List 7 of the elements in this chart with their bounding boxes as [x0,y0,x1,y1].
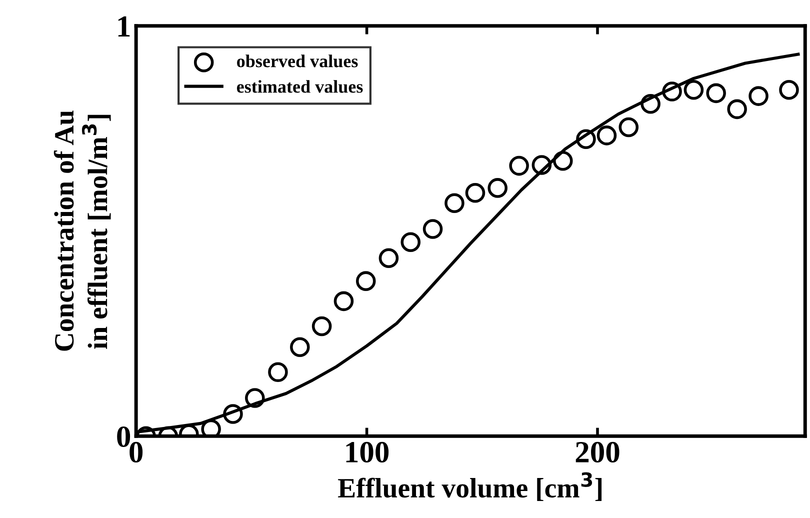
y-axis-title: Concentration of Au in effluent [mol/m$^{3}$] [54,110,111,351]
y-tick-label: 1 [118,16,130,36]
x-tick-label: 200 [576,442,620,463]
x-tick-label: 100 [346,442,389,463]
legend-label: estimated values [236,80,363,93]
x-axis-title: Effluent volume [cm$^{3}$] [338,472,602,502]
legend-label: observed values [237,54,358,68]
